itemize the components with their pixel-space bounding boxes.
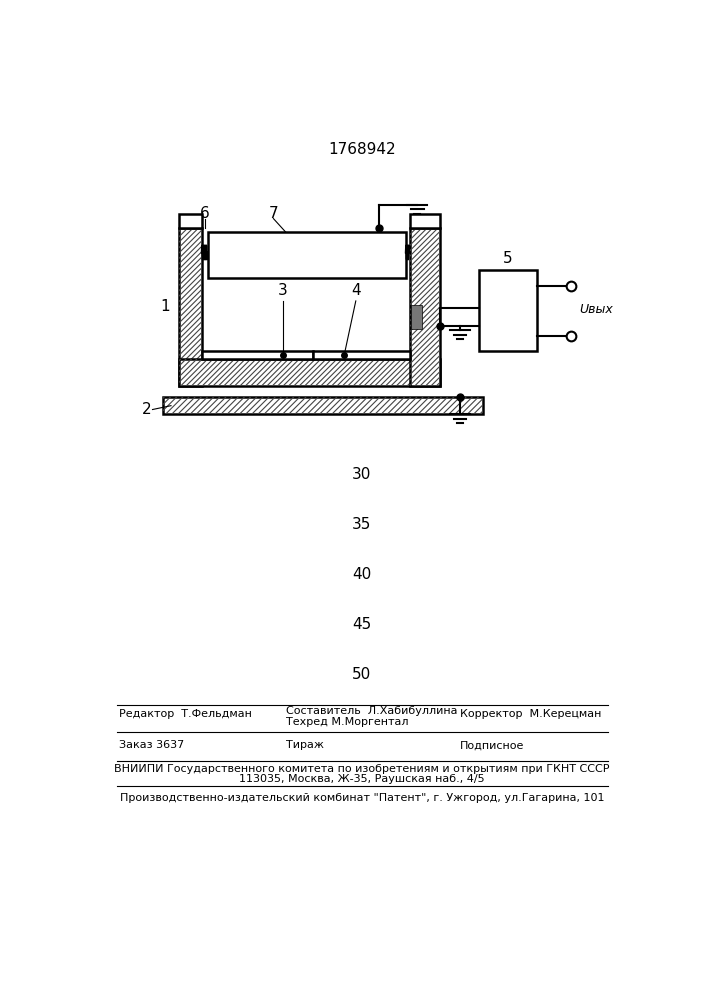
Text: 40: 40 (352, 567, 372, 582)
Bar (409, 228, 440, 386)
Text: 7: 7 (269, 206, 279, 221)
Bar (163, 397, 483, 414)
Bar (479, 270, 537, 351)
Text: 30: 30 (352, 467, 372, 482)
Bar (313, 351, 409, 359)
Text: 35: 35 (352, 517, 372, 532)
Text: Подписное: Подписное (460, 740, 524, 750)
Text: Техред М.Моргентал: Техред М.Моргентал (286, 717, 409, 727)
Text: Редактор  Т.Фельдман: Редактор Т.Фельдман (119, 709, 252, 719)
Bar (411, 305, 422, 329)
Text: 45: 45 (352, 617, 372, 632)
Text: 5: 5 (503, 251, 513, 266)
Bar (201, 351, 313, 359)
Text: 2: 2 (141, 402, 151, 417)
Text: 1: 1 (160, 299, 170, 314)
Text: Производственно-издательский комбинат "Патент", г. Ужгород, ул.Гагарина, 101: Производственно-издательский комбинат "П… (119, 793, 604, 803)
Text: 4: 4 (351, 283, 361, 298)
Text: Тираж: Тираж (286, 740, 325, 750)
Bar (208, 232, 406, 278)
Text: 1768942: 1768942 (328, 142, 396, 157)
Bar (409, 214, 440, 228)
Bar (179, 214, 201, 228)
Bar (179, 359, 440, 386)
Text: Корректор  М.Керецман: Корректор М.Керецман (460, 709, 601, 719)
Text: Заказ 3637: Заказ 3637 (119, 740, 185, 750)
Text: 113035, Москва, Ж-35, Раушская наб., 4/5: 113035, Москва, Ж-35, Раушская наб., 4/5 (239, 774, 485, 784)
Text: ВНИИПИ Государственного комитета по изобретениям и открытиям при ГКНТ СССР: ВНИИПИ Государственного комитета по изоб… (115, 764, 609, 774)
Text: 6: 6 (200, 206, 210, 221)
Text: Составитель  Л.Хабибуллина: Составитель Л.Хабибуллина (286, 706, 458, 716)
Text: 3: 3 (278, 283, 288, 298)
Text: 50: 50 (352, 667, 372, 682)
Bar (179, 228, 201, 386)
Text: Uвых: Uвых (579, 303, 613, 316)
